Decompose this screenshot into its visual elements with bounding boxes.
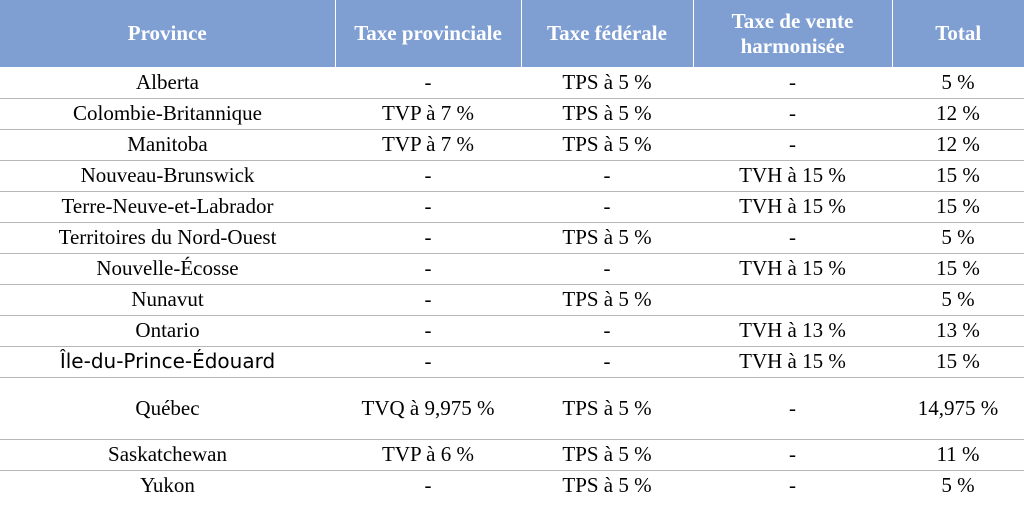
cell-province: Yukon	[140, 473, 195, 498]
cell-federal-tax: TPS à 5 %	[562, 473, 652, 498]
cell-provincial-tax: -	[335, 253, 521, 285]
cell-federal-tax: TPS à 5 %	[521, 222, 693, 254]
cell-total: 5 %	[941, 473, 975, 498]
cell-harmonized-tax: -	[693, 222, 892, 254]
cell-harmonized-tax: -	[693, 67, 892, 99]
header-row: Province Taxe provinciale Taxe fédérale …	[0, 0, 1024, 67]
table-row: Manitoba TVP à 7 % TPS à 5 % - 12 %	[0, 129, 1024, 161]
table-row: Saskatchewan TVP à 6 % TPS à 5 % - 11 %	[0, 439, 1024, 471]
cell-total: 12 %	[892, 98, 1024, 130]
cell-province: Saskatchewan	[0, 439, 335, 471]
cell-federal-tax: TPS à 5 %	[521, 377, 693, 440]
header-harmonized-tax: Taxe de vente harmonisée	[693, 0, 893, 67]
cell-harmonized-tax: -	[693, 377, 892, 440]
table-row: Colombie-Britannique TVP à 7 % TPS à 5 %…	[0, 98, 1024, 130]
cell-provincial-tax: -	[335, 67, 521, 99]
table-row: Territoires du Nord-Ouest - TPS à 5 % - …	[0, 222, 1024, 254]
cell-federal-tax: -	[521, 160, 693, 192]
cell-total: 14,975 %	[892, 377, 1024, 440]
cell-province: Terre-Neuve-et-Labrador	[0, 191, 335, 223]
cell-province: Manitoba	[0, 129, 335, 161]
cell-provincial-tax: TVP à 7 %	[335, 98, 521, 130]
cell-harmonized-tax: TVH à 15 %	[693, 191, 892, 223]
cell-federal-tax: -	[521, 315, 693, 347]
table-row: Nunavut - TPS à 5 % 5 %	[0, 284, 1024, 316]
cell-federal-tax: TPS à 5 %	[521, 98, 693, 130]
cell-provincial-tax: -	[335, 191, 521, 223]
cell-provincial-tax: -	[335, 346, 521, 378]
cell-province: Île-du-Prince-Édouard	[0, 346, 335, 378]
header-total: Total	[935, 21, 982, 45]
cell-harmonized-tax: TVH à 15 %	[693, 346, 892, 378]
cell-province: Nouveau-Brunswick	[0, 160, 335, 192]
table-row: Terre-Neuve-et-Labrador - - TVH à 15 % 1…	[0, 191, 1024, 223]
cell-federal-tax: -	[521, 253, 693, 285]
cell-harmonized-tax: -	[693, 439, 892, 471]
table-row: Nouvelle-Écosse - - TVH à 15 % 15 %	[0, 253, 1024, 285]
cell-harmonized-tax: TVH à 15 %	[693, 160, 892, 192]
cell-provincial-tax: TVP à 7 %	[335, 129, 521, 161]
cell-harmonized-tax: TVH à 15 %	[693, 253, 892, 285]
cell-total: 15 %	[892, 253, 1024, 285]
table-row: Alberta - TPS à 5 % - 5 %	[0, 67, 1024, 99]
cell-province: Alberta	[0, 67, 335, 99]
cell-federal-tax: -	[521, 191, 693, 223]
cell-federal-tax: TPS à 5 %	[521, 67, 693, 99]
cell-total: 11 %	[892, 439, 1024, 471]
cell-harmonized-tax: TVH à 13 %	[693, 315, 892, 347]
table-header: Province Taxe provinciale Taxe fédérale …	[0, 0, 1024, 67]
cell-harmonized-tax: -	[789, 473, 796, 498]
cell-total: 15 %	[892, 160, 1024, 192]
cell-provincial-tax: TVQ à 9,975 %	[335, 377, 521, 440]
cell-province: Territoires du Nord-Ouest	[0, 222, 335, 254]
cell-total: 5 %	[892, 222, 1024, 254]
table-row: Île-du-Prince-Édouard - - TVH à 15 % 15 …	[0, 346, 1024, 378]
cell-federal-tax: TPS à 5 %	[521, 439, 693, 471]
header-province: Province	[0, 0, 336, 67]
cell-total: 15 %	[892, 346, 1024, 378]
cell-province: Québec	[0, 377, 335, 440]
cell-provincial-tax: -	[335, 222, 521, 254]
cell-total: 13 %	[892, 315, 1024, 347]
table-body: Alberta - TPS à 5 % - 5 % Colombie-Brita…	[0, 67, 1024, 501]
table-row: Yukon - TPS à 5 % - 5 %	[0, 470, 1024, 501]
cell-province: Colombie-Britannique	[0, 98, 335, 130]
header-federal-tax: Taxe fédérale	[521, 0, 694, 67]
cell-federal-tax: TPS à 5 %	[521, 284, 693, 316]
cell-provincial-tax: -	[335, 160, 521, 192]
cell-total: 12 %	[892, 129, 1024, 161]
cell-harmonized-tax	[693, 284, 892, 316]
cell-federal-tax: TPS à 5 %	[521, 129, 693, 161]
cell-provincial-tax: -	[335, 284, 521, 316]
cell-total: 15 %	[892, 191, 1024, 223]
cell-provincial-tax: -	[424, 473, 432, 498]
cell-harmonized-tax: -	[693, 129, 892, 161]
header-provincial-tax: Taxe provinciale	[335, 0, 522, 67]
cell-province: Ontario	[0, 315, 335, 347]
cell-provincial-tax: TVP à 6 %	[335, 439, 521, 471]
cell-harmonized-tax: -	[693, 98, 892, 130]
cell-province: Nouvelle-Écosse	[0, 253, 335, 285]
cell-total: 5 %	[892, 67, 1024, 99]
cell-provincial-tax: -	[335, 315, 521, 347]
cell-province: Nunavut	[0, 284, 335, 316]
cell-total: 5 %	[892, 284, 1024, 316]
cell-federal-tax: -	[521, 346, 693, 378]
table-row: Ontario - - TVH à 13 % 13 %	[0, 315, 1024, 347]
table-row: Nouveau-Brunswick - - TVH à 15 % 15 %	[0, 160, 1024, 192]
table-row: Québec TVQ à 9,975 % TPS à 5 % - 14,975 …	[0, 377, 1024, 440]
